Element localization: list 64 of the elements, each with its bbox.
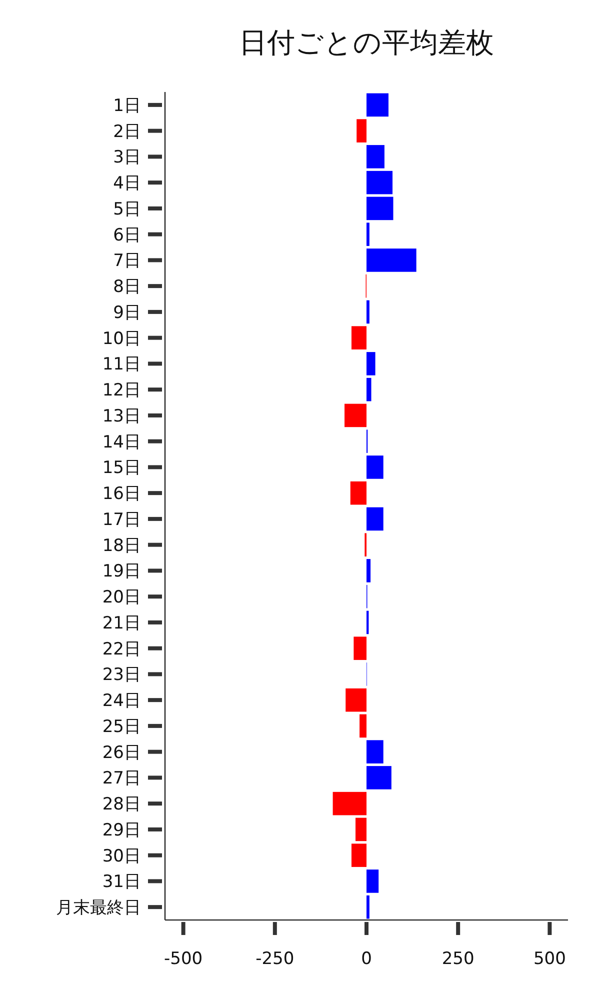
bar xyxy=(354,636,366,660)
y-tick-label: 16日 xyxy=(102,484,141,504)
bar xyxy=(344,404,366,428)
y-tick-label: 25日 xyxy=(102,716,141,737)
y-tick-label: 9日 xyxy=(113,302,141,323)
y-tick-label: 18日 xyxy=(102,536,141,556)
bar xyxy=(351,844,366,867)
bar xyxy=(366,740,384,764)
bar xyxy=(366,507,384,531)
bar xyxy=(366,378,372,402)
y-tick-label: 7日 xyxy=(113,251,141,272)
y-tick-label: 28日 xyxy=(102,794,141,815)
y-tick-label: 3日 xyxy=(113,148,141,168)
bar xyxy=(366,170,393,194)
bar xyxy=(366,766,392,790)
y-tick-label: 21日 xyxy=(102,613,141,634)
y-tick-label: 26日 xyxy=(102,742,141,763)
y-tick-label: 17日 xyxy=(102,510,141,530)
y-tick-label: 30日 xyxy=(102,846,141,866)
y-tick-label: 4日 xyxy=(113,174,141,194)
bar xyxy=(366,222,370,246)
x-tick-label: 250 xyxy=(442,949,474,969)
y-tick-label: 15日 xyxy=(102,458,141,478)
y-tick-label: 20日 xyxy=(102,588,141,608)
x-tick-label: 0 xyxy=(361,949,372,969)
y-tick-label: 13日 xyxy=(102,406,141,426)
y-tick-label: 19日 xyxy=(102,562,141,582)
y-tick-label: 14日 xyxy=(102,432,141,452)
bar xyxy=(366,248,416,272)
chart-title: 日付ごとの平均差枚 xyxy=(239,26,494,59)
bar xyxy=(366,456,384,479)
y-tick-label: 8日 xyxy=(113,277,141,298)
bar xyxy=(366,559,371,582)
y-tick-label: 31日 xyxy=(102,872,141,892)
bar xyxy=(366,145,384,168)
bar xyxy=(366,870,379,893)
x-tick-label: -500 xyxy=(164,949,203,969)
y-tick-label: 2日 xyxy=(113,122,141,142)
y-tick-label: 6日 xyxy=(113,225,141,246)
y-tick-label: 10日 xyxy=(102,328,141,349)
y-tick-label: 1日 xyxy=(113,96,141,116)
bar xyxy=(356,818,366,842)
bar xyxy=(346,688,366,712)
y-tick-label: 22日 xyxy=(102,639,141,660)
y-tick-label: 29日 xyxy=(102,820,141,840)
bar xyxy=(366,895,370,919)
y-tick-label: 12日 xyxy=(102,380,141,401)
x-tick-label: 500 xyxy=(533,949,566,969)
bar xyxy=(366,352,376,376)
y-tick-label: 月末最終日 xyxy=(56,898,141,918)
bar xyxy=(356,119,366,142)
x-tick-label: -250 xyxy=(256,949,294,969)
bar xyxy=(360,714,366,738)
bar xyxy=(332,792,366,816)
bar xyxy=(351,326,366,350)
y-tick-label: 24日 xyxy=(102,691,141,712)
bar xyxy=(366,300,370,324)
bar xyxy=(366,196,394,220)
y-tick-label: 5日 xyxy=(113,199,141,220)
y-tick-label: 27日 xyxy=(102,768,141,789)
bar xyxy=(350,481,366,505)
y-tick-label: 23日 xyxy=(102,665,141,686)
y-tick-label: 11日 xyxy=(102,354,141,375)
bar xyxy=(366,93,388,117)
